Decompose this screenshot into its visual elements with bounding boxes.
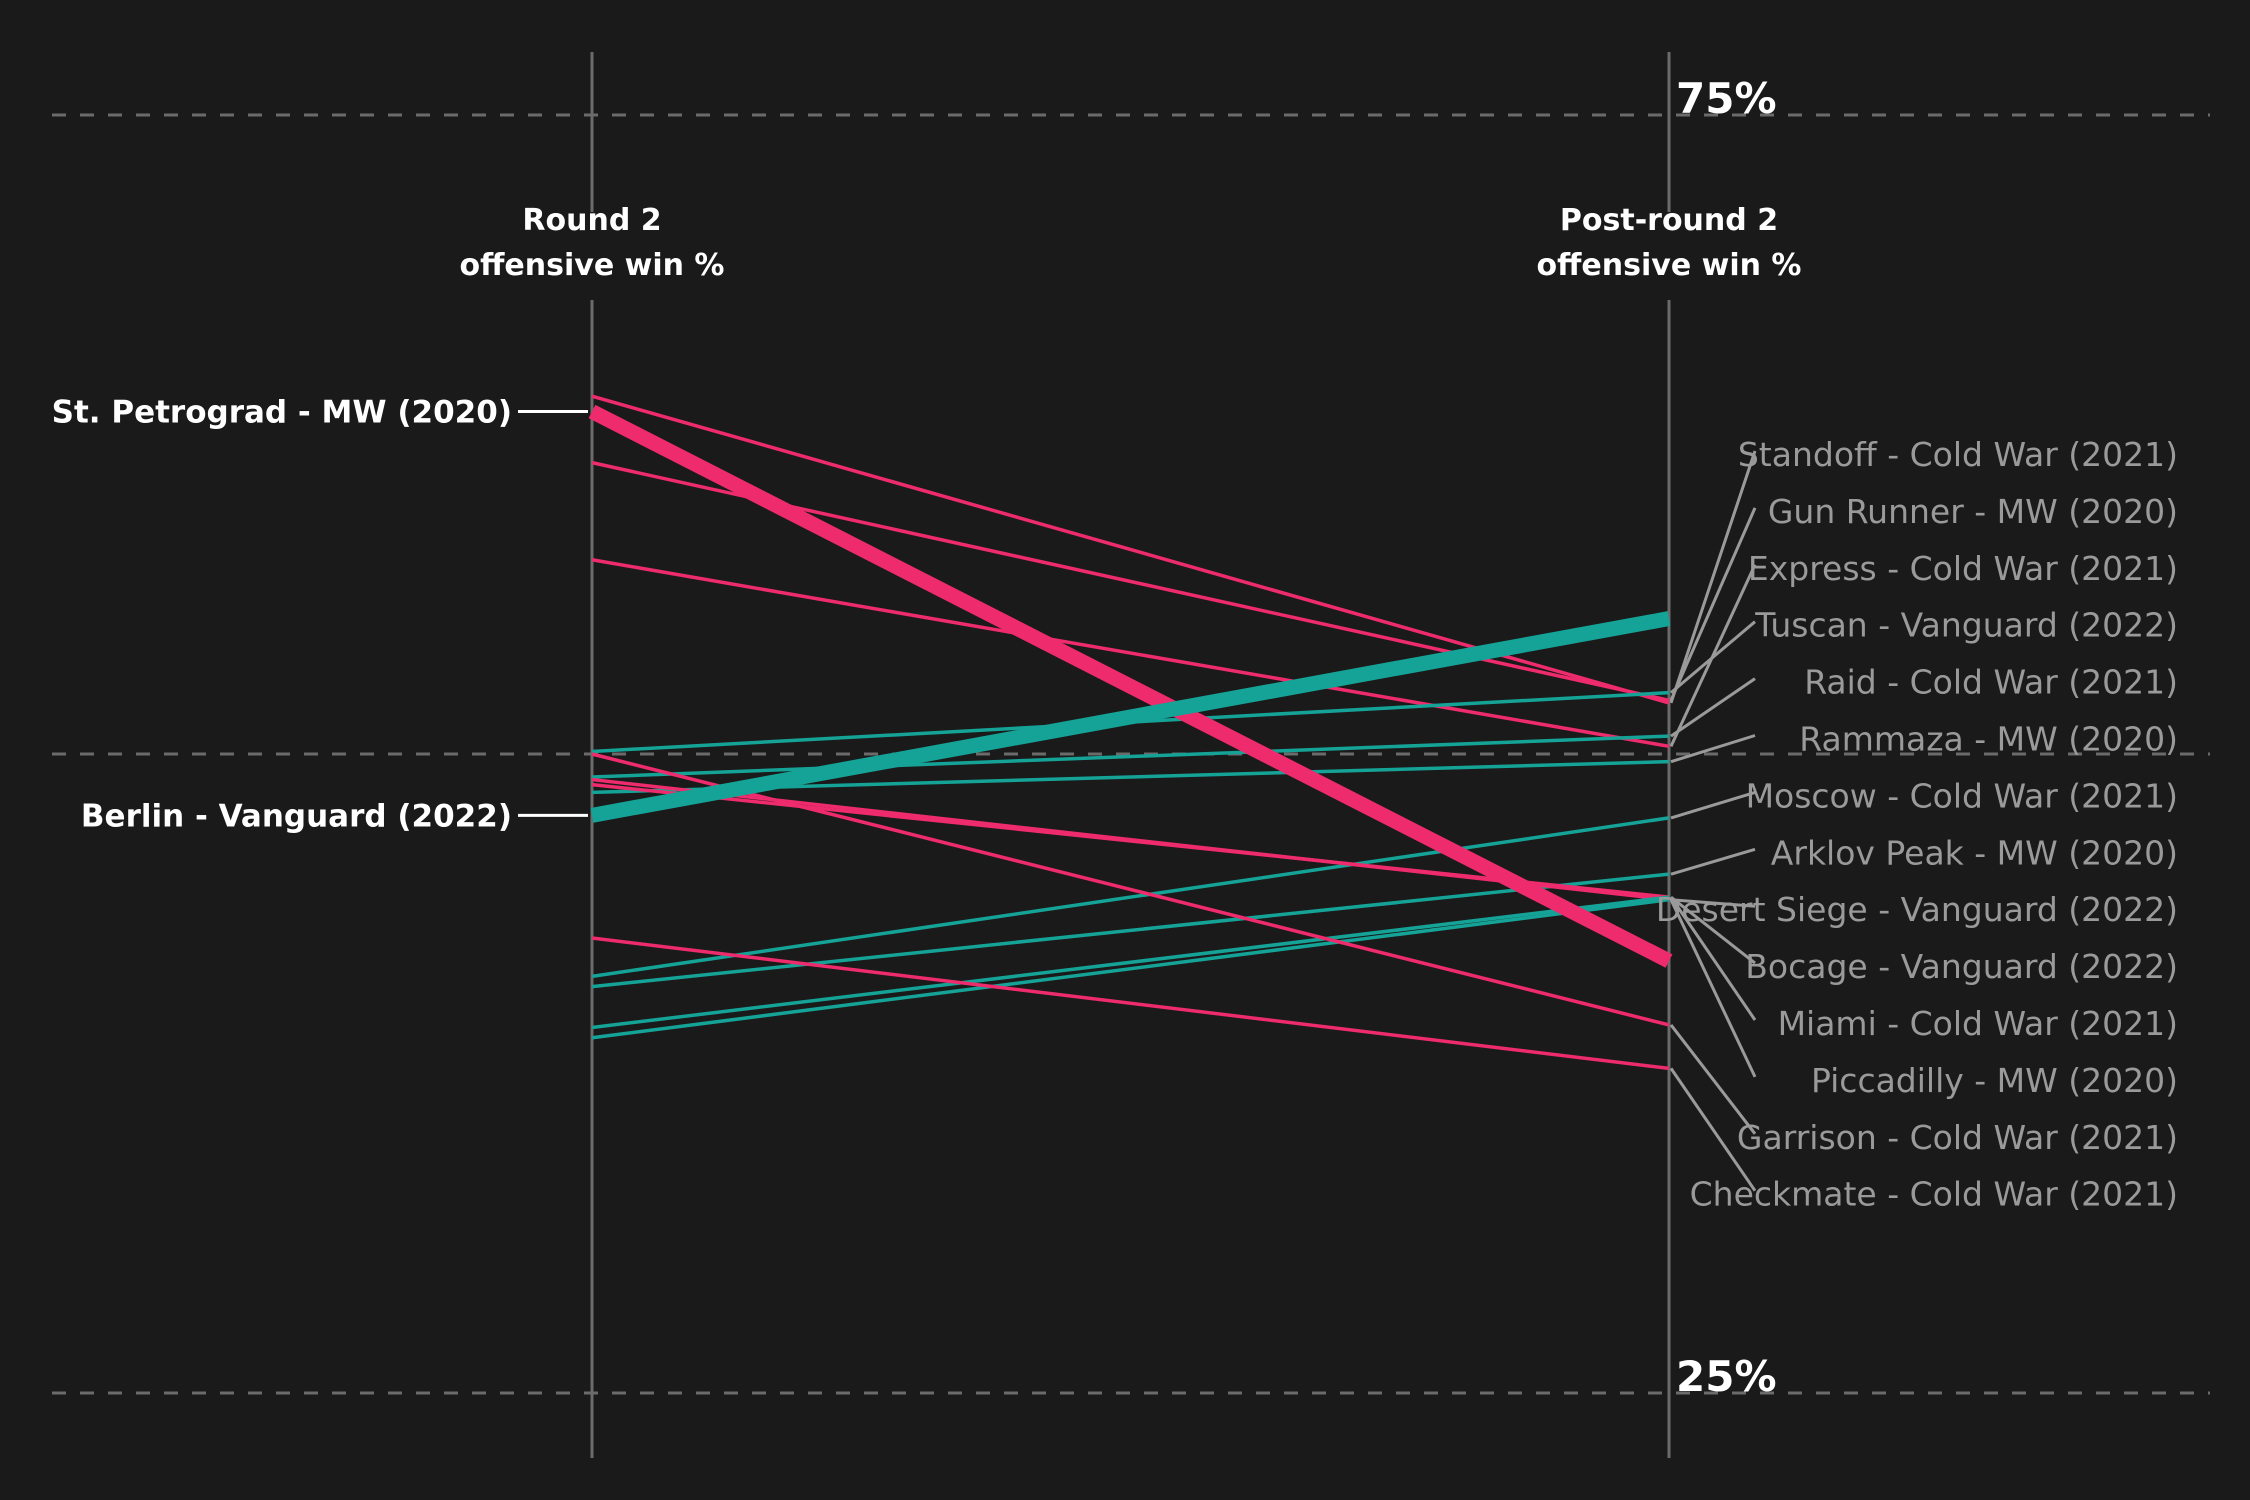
series-line-berlin-vanguard-2022 bbox=[590, 611, 1671, 823]
label-connector-moscow-cold-war-2021 bbox=[1670, 790, 1756, 820]
series-label-bocage-vanguard-2022: Bocage - Vanguard (2022) bbox=[1745, 947, 2178, 986]
gridline-label-25: 25% bbox=[1676, 1352, 1777, 1401]
series-label-st-petrograd-mw-2020: St. Petrograd - MW (2020) bbox=[52, 394, 512, 430]
series-line-miami-cold-war-2021 bbox=[591, 895, 1670, 1030]
label-connector-tuscan-vanguard-2022 bbox=[1670, 620, 1756, 694]
label-connector-arklov-peak-mw-2020 bbox=[1670, 847, 1756, 876]
series-line-piccadilly-mw-2020 bbox=[591, 897, 1670, 1040]
series-line-arklov-peak-mw-2020 bbox=[591, 872, 1670, 989]
series-line-garrison-cold-war-2021 bbox=[591, 752, 1670, 1027]
series-label-arklov-peak-mw-2020: Arklov Peak - MW (2020) bbox=[1771, 833, 2178, 872]
series-label-gun-runner-mw-2020: Gun Runner - MW (2020) bbox=[1768, 492, 2178, 531]
series-label-garrison-cold-war-2021: Garrison - Cold War (2021) bbox=[1737, 1118, 2178, 1157]
series-lines bbox=[588, 394, 1673, 1071]
series-line-express-cold-war-2021 bbox=[591, 558, 1670, 749]
series-label-standoff-cold-war-2021: Standoff - Cold War (2021) bbox=[1738, 435, 2178, 474]
series-line-bocage-vanguard-2022 bbox=[591, 782, 1670, 899]
series-labels: Standoff - Cold War (2021) Gun Runner - M… bbox=[52, 394, 2178, 1213]
series-line-st-petrograd-mw-2020 bbox=[588, 404, 1673, 968]
series-line-checkmate-cold-war-2021 bbox=[591, 936, 1670, 1071]
label-connector-piccadilly-mw-2020 bbox=[1669, 899, 1757, 1078]
label-connector-garrison-cold-war-2021 bbox=[1669, 1024, 1757, 1135]
gridlines bbox=[52, 113, 2210, 1395]
series-line-raid-cold-war-2021 bbox=[591, 734, 1670, 779]
series-label-desert-siege-vanguard-2022: Desert Siege - Vanguard (2022) bbox=[1656, 890, 2178, 929]
label-connector-standoff-cold-war-2021 bbox=[1669, 450, 1757, 704]
series-label-berlin-vanguard-2022: Berlin - Vanguard (2022) bbox=[81, 798, 512, 834]
label-connector-bocage-vanguard-2022 bbox=[1670, 895, 1756, 965]
series-label-express-cold-war-2021: Express - Cold War (2021) bbox=[1748, 549, 2178, 588]
label-connector-miami-cold-war-2021 bbox=[1669, 896, 1757, 1021]
series-line-standoff-cold-war-2021 bbox=[591, 394, 1670, 705]
series-label-raid-cold-war-2021: Raid - Cold War (2021) bbox=[1804, 663, 2178, 702]
right-axis-title-line2: offensive win % bbox=[1537, 248, 1802, 283]
label-connector-rammaza-mw-2020 bbox=[1670, 734, 1756, 764]
right-axis-title-line1: Post-round 2 bbox=[1560, 203, 1778, 238]
axes: Round 2 offensive win % Post-round 2 off… bbox=[460, 52, 1802, 1458]
series-label-tuscan-vanguard-2022: Tuscan - Vanguard (2022) bbox=[1754, 606, 2178, 645]
label-connector-raid-cold-war-2021 bbox=[1670, 677, 1756, 738]
series-label-piccadilly-mw-2020: Piccadilly - MW (2020) bbox=[1811, 1061, 2178, 1100]
left-axis-title-line2: offensive win % bbox=[460, 248, 725, 283]
series-line-moscow-cold-war-2021 bbox=[591, 816, 1670, 979]
label-connector-desert-siege-vanguard-2022 bbox=[1670, 898, 1756, 908]
label-connector-checkmate-cold-war-2021 bbox=[1669, 1067, 1757, 1192]
series-label-miami-cold-war-2021: Miami - Cold War (2021) bbox=[1778, 1004, 2178, 1043]
gridline-label-75: 75% bbox=[1676, 74, 1777, 123]
series-label-rammaza-mw-2020: Rammaza - MW (2020) bbox=[1799, 720, 2178, 759]
series-label-checkmate-cold-war-2021: Checkmate - Cold War (2021) bbox=[1690, 1175, 2178, 1214]
left-axis-title-line1: Round 2 bbox=[522, 203, 661, 238]
label-connector-gun-runner-mw-2020 bbox=[1669, 507, 1757, 701]
series-label-moscow-cold-war-2021: Moscow - Cold War (2021) bbox=[1746, 776, 2178, 815]
